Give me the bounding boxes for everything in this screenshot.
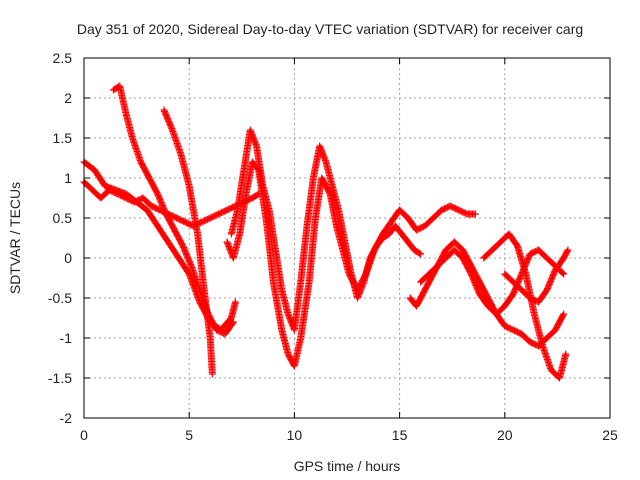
chart-title: Day 351 of 2020, Sidereal Day-to-day VTE… (77, 21, 583, 37)
series-satellite-track-H (417, 246, 568, 318)
series-satellite-track-D (160, 106, 216, 378)
y-tick-label: -1.5 (48, 370, 72, 386)
series-satellite-track-B (109, 82, 237, 338)
y-tick-label: 0 (64, 250, 72, 266)
data-point-marker (564, 246, 572, 254)
y-tick-label: -2 (60, 410, 73, 426)
x-axis-label: GPS time / hours (294, 458, 401, 474)
x-tick-label: 10 (287, 427, 303, 443)
data-point-marker (415, 249, 423, 257)
data-points (80, 82, 572, 382)
y-tick-label: -0.5 (48, 290, 72, 306)
data-point-marker (559, 311, 567, 319)
y-tick-label: 2 (64, 90, 72, 106)
data-point-marker (562, 350, 570, 358)
data-point-marker (231, 298, 239, 306)
data-point-marker (417, 250, 425, 258)
y-tick-label: 1.5 (53, 130, 73, 146)
data-point-marker (559, 269, 567, 277)
x-tick-label: 15 (392, 427, 408, 443)
data-point-marker (471, 210, 479, 218)
data-point-marker (560, 270, 568, 278)
y-tick-labels: -2 -1.5 -1 -0.5 0 0.5 1 1.5 2 2.5 (48, 50, 72, 426)
y-tick-label: 0.5 (53, 210, 73, 226)
data-point-marker (563, 247, 571, 255)
x-tick-label: 5 (185, 427, 193, 443)
y-tick-label: 2.5 (53, 50, 73, 66)
data-point-marker (208, 370, 216, 378)
x-tick-label: 25 (602, 427, 618, 443)
x-tick-label: 0 (80, 427, 88, 443)
x-tick-label: 20 (497, 427, 513, 443)
y-tick-label: 1 (64, 170, 72, 186)
series-satellite-track-C (80, 158, 239, 334)
x-tick-labels: 0 5 10 15 20 25 (80, 427, 618, 443)
y-tick-label: -1 (60, 330, 73, 346)
data-point-marker (560, 310, 568, 318)
series-satellite-track-F (227, 126, 425, 334)
y-axis-label: SDTVAR / TECUs (7, 182, 23, 294)
plot-frame (83, 57, 611, 419)
series-satellite-track-J (501, 246, 572, 306)
